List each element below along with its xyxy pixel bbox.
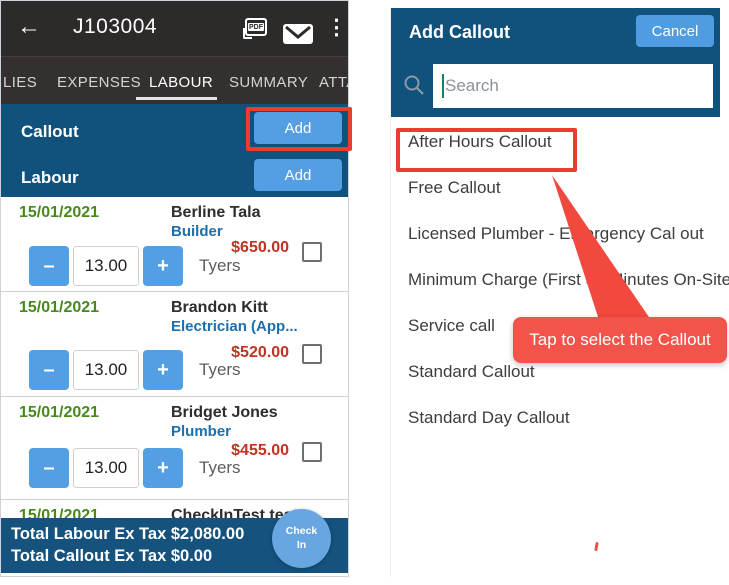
row-date: 15/01/2021 [19, 299, 100, 316]
row-checkbox[interactable] [302, 442, 322, 462]
labour-row: 15/01/2021 Berline Tala Builder $650.00 … [1, 197, 348, 292]
row-unit-label: Tyers [199, 256, 241, 275]
row-worker-role: Builder [171, 223, 223, 240]
qty-increment-button[interactable]: + [143, 246, 183, 286]
row-worker-name: Bridget Jones [171, 404, 278, 421]
labour-section-label: Labour [21, 168, 79, 187]
qty-increment-button[interactable]: + [143, 350, 183, 390]
qty-increment-button[interactable]: + [143, 448, 183, 488]
callout-section-label: Callout [21, 122, 79, 141]
add-callout-header: Add Callout Cancel [391, 8, 720, 117]
row-amount: $520.00 [231, 344, 289, 361]
labour-row: 15/01/2021 Brandon Kitt Electrician (App… [1, 292, 348, 397]
tab-attachments[interactable]: ATTA [319, 74, 348, 91]
mail-icon[interactable] [282, 23, 314, 50]
cancel-button[interactable]: Cancel [636, 15, 714, 47]
add-callout-screen: Add Callout Cancel After Hours Callout F… [390, 8, 729, 577]
total-labour-line: Total Labour Ex Tax $2,080.00 [11, 525, 245, 543]
callout-item-after-hours[interactable]: After Hours Callout [408, 132, 552, 151]
section-headers: Callout Add Labour Add [1, 104, 348, 197]
page-title: J103004 [73, 15, 158, 38]
add-labour-button[interactable]: Add [254, 159, 342, 191]
add-callout-title: Add Callout [409, 22, 510, 42]
total-callout-value: $0.00 [170, 547, 213, 565]
qty-decrement-button[interactable]: – [29, 448, 69, 488]
tab-expenses[interactable]: EXPENSES [57, 74, 142, 91]
tab-supplies[interactable]: LIES [3, 74, 38, 91]
row-worker-name: Berline Tala [171, 204, 261, 221]
add-callout-button[interactable]: Add [254, 112, 342, 144]
qty-value-field[interactable]: 13.00 [73, 448, 139, 488]
pdf-icon-back-sheet [243, 28, 252, 39]
total-callout-line: Total Callout Ex Tax $0.00 [11, 547, 213, 565]
callout-item-licensed-plumber[interactable]: Licensed Plumber - Emergency Cal out [408, 224, 704, 243]
tab-summary[interactable]: SUMMARY [229, 74, 309, 91]
total-labour-value: $2,080.00 [170, 525, 245, 543]
callout-item-free[interactable]: Free Callout [408, 178, 501, 197]
row-worker-role: Electrician (App... [171, 318, 298, 335]
qty-decrement-button[interactable]: – [29, 350, 69, 390]
callout-type-list: After Hours Callout Free Callout License… [391, 119, 729, 441]
row-date: 15/01/2021 [19, 404, 100, 421]
row-amount: $455.00 [231, 442, 289, 459]
callout-item-minimum-charge[interactable]: Minimum Charge (First 30 Minutes On-Site… [408, 270, 729, 289]
overflow-menu-icon[interactable]: ⋮ [326, 16, 347, 39]
search-icon [403, 74, 425, 101]
row-checkbox[interactable] [302, 242, 322, 262]
qty-value-field[interactable]: 13.00 [73, 350, 139, 390]
row-unit-label: Tyers [199, 458, 241, 477]
qty-value-field[interactable]: 13.00 [73, 246, 139, 286]
search-input[interactable] [433, 64, 713, 108]
row-worker-role: Plumber [171, 423, 232, 440]
callout-item-standard-day[interactable]: Standard Day Callout [408, 408, 570, 427]
active-tab-underline [136, 97, 217, 100]
qty-decrement-button[interactable]: – [29, 246, 69, 286]
row-worker-name: Brandon Kitt [171, 299, 268, 316]
tab-labour[interactable]: LABOUR [149, 74, 214, 91]
row-unit-label: Tyers [199, 360, 241, 379]
callout-item-standard[interactable]: Standard Callout [408, 362, 535, 381]
labour-row: 15/01/2021 Bridget Jones Plumber $455.00… [1, 397, 348, 500]
pdf-icon[interactable]: PDF [243, 18, 267, 39]
app-bar: ← J103004 PDF ⋮ [1, 1, 348, 56]
row-amount: $650.00 [231, 239, 289, 256]
back-icon[interactable]: ← [17, 13, 41, 40]
job-labour-screen: ← J103004 PDF ⋮ LIES EXPENSES LABOUR SUM… [0, 0, 349, 577]
callout-item-service-call[interactable]: Service call [408, 316, 495, 335]
pdf-icon-label: PDF [248, 23, 264, 31]
pdf-icon-front-sheet: PDF [245, 18, 267, 36]
row-date: 15/01/2021 [19, 204, 100, 221]
labour-list: 15/01/2021 Berline Tala Builder $650.00 … [1, 197, 348, 570]
text-caret [442, 74, 444, 98]
row-checkbox[interactable] [302, 344, 322, 364]
search-field-wrap [433, 64, 713, 108]
check-in-button[interactable]: Check In [272, 509, 331, 568]
tab-bar: LIES EXPENSES LABOUR SUMMARY ATTA [1, 56, 348, 104]
